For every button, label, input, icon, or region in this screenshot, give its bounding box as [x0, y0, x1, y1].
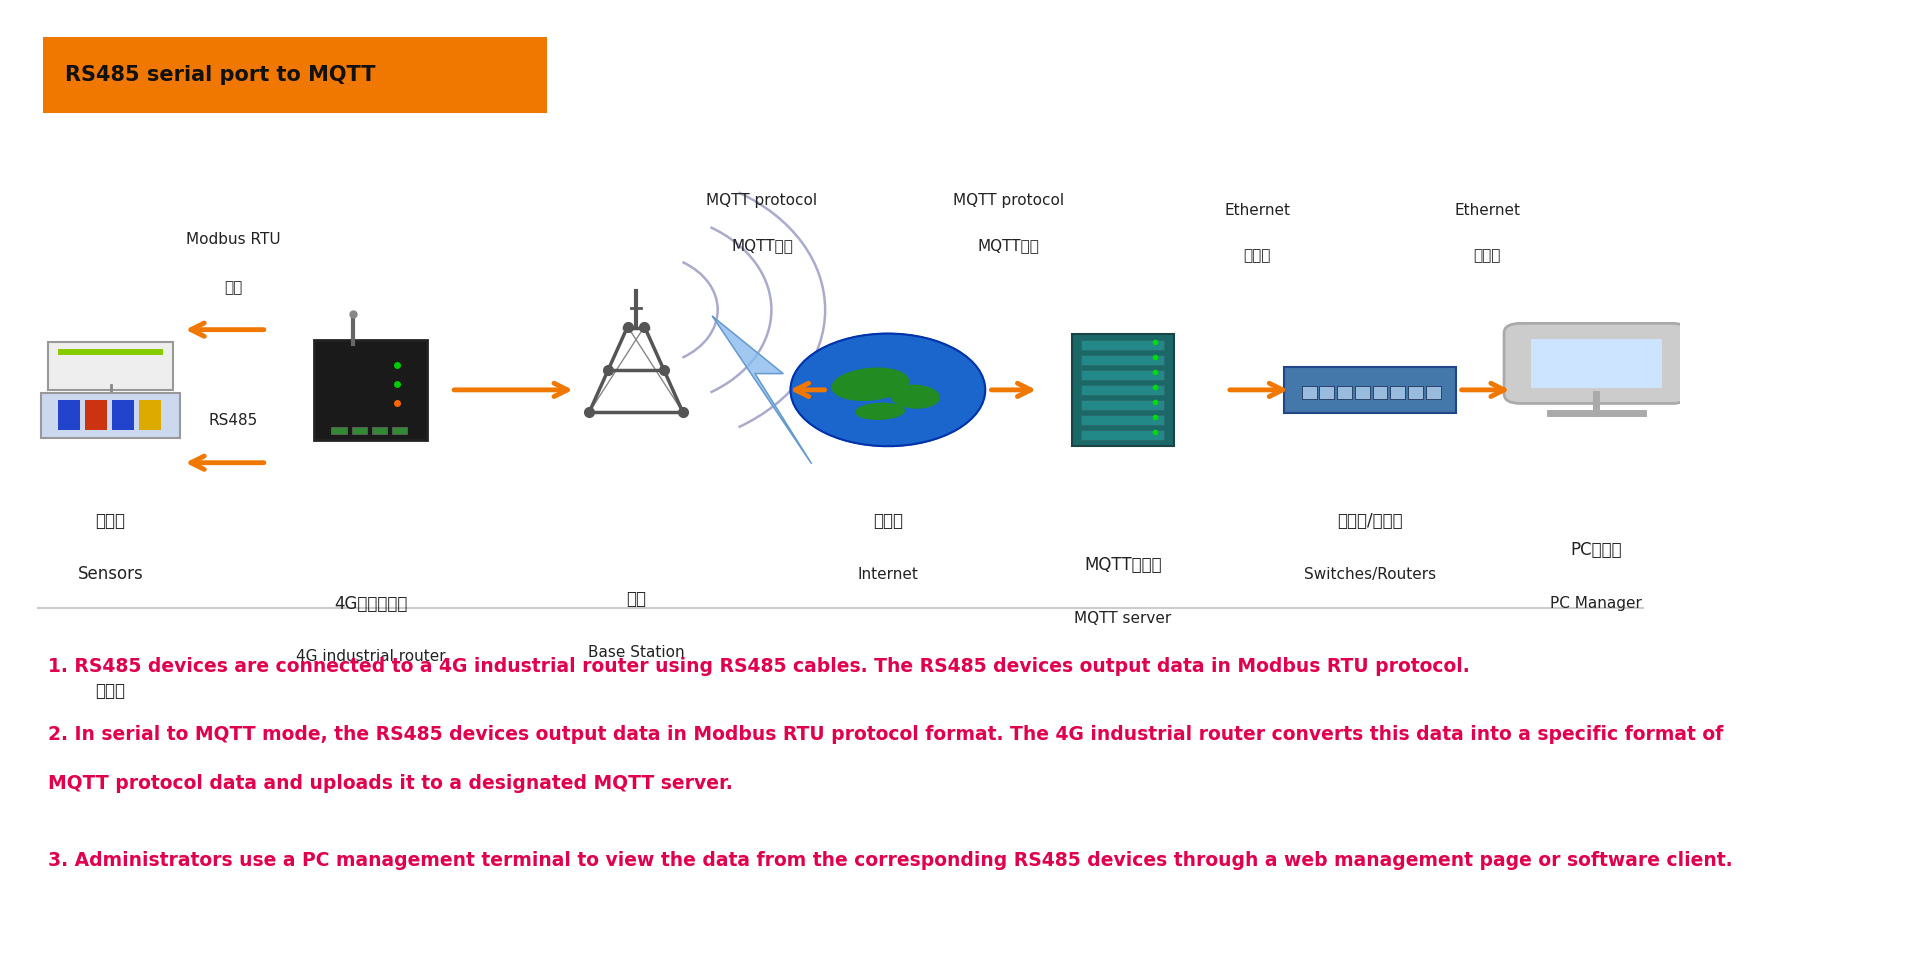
Text: 以太网: 以太网 — [1244, 248, 1271, 263]
FancyBboxPatch shape — [1390, 387, 1405, 399]
FancyBboxPatch shape — [332, 428, 348, 434]
Text: MQTT协议: MQTT协议 — [732, 239, 793, 253]
Circle shape — [791, 333, 985, 446]
FancyBboxPatch shape — [44, 37, 547, 113]
Text: Ethernet: Ethernet — [1225, 203, 1290, 218]
Text: 控制器: 控制器 — [96, 682, 125, 700]
FancyBboxPatch shape — [1081, 415, 1164, 425]
FancyBboxPatch shape — [1356, 387, 1369, 399]
Text: 4G industrial router: 4G industrial router — [296, 650, 445, 664]
Text: 以太网: 以太网 — [1473, 248, 1501, 263]
Text: 1. RS485 devices are connected to a 4G industrial router using RS485 cables. The: 1. RS485 devices are connected to a 4G i… — [48, 657, 1471, 676]
Text: 协议: 协议 — [225, 281, 242, 295]
FancyBboxPatch shape — [372, 428, 388, 434]
Text: Base Station: Base Station — [588, 645, 684, 659]
FancyBboxPatch shape — [392, 428, 407, 434]
FancyBboxPatch shape — [140, 400, 161, 431]
FancyBboxPatch shape — [1081, 340, 1164, 350]
Text: MQTT protocol data and uploads it to a designated MQTT server.: MQTT protocol data and uploads it to a d… — [48, 773, 733, 793]
Text: RS485 serial port to MQTT: RS485 serial port to MQTT — [65, 65, 376, 85]
Text: 4G工业路由器: 4G工业路由器 — [334, 594, 407, 613]
FancyBboxPatch shape — [1081, 430, 1164, 439]
Text: Modbus RTU: Modbus RTU — [186, 232, 280, 246]
FancyBboxPatch shape — [1503, 323, 1690, 403]
FancyBboxPatch shape — [1081, 370, 1164, 380]
FancyBboxPatch shape — [1284, 367, 1455, 413]
Text: MQTT protocol: MQTT protocol — [952, 193, 1064, 208]
FancyBboxPatch shape — [1302, 387, 1317, 399]
Text: Ethernet: Ethernet — [1453, 203, 1521, 218]
Text: MQTT server: MQTT server — [1075, 611, 1171, 625]
Text: Sensors: Sensors — [77, 566, 144, 583]
Text: Internet: Internet — [858, 567, 918, 581]
Text: MQTT协议: MQTT协议 — [977, 239, 1041, 253]
Text: MQTT服务器: MQTT服务器 — [1085, 556, 1162, 574]
Text: 基站: 基站 — [626, 589, 645, 608]
Text: PC管理端: PC管理端 — [1571, 542, 1622, 559]
Text: MQTT protocol: MQTT protocol — [707, 193, 818, 208]
Polygon shape — [712, 317, 812, 464]
Text: 2. In serial to MQTT mode, the RS485 devices output data in Modbus RTU protocol : 2. In serial to MQTT mode, the RS485 dev… — [48, 726, 1724, 744]
FancyBboxPatch shape — [58, 350, 163, 355]
Text: Switches/Routers: Switches/Routers — [1304, 567, 1436, 581]
FancyBboxPatch shape — [315, 340, 426, 440]
FancyBboxPatch shape — [1407, 387, 1423, 399]
Ellipse shape — [831, 368, 908, 400]
FancyBboxPatch shape — [111, 400, 134, 431]
FancyBboxPatch shape — [1071, 334, 1173, 446]
FancyBboxPatch shape — [1373, 387, 1388, 399]
Text: 传感器: 传感器 — [96, 512, 125, 530]
FancyBboxPatch shape — [84, 400, 108, 431]
FancyBboxPatch shape — [58, 400, 81, 431]
FancyBboxPatch shape — [48, 342, 173, 390]
Text: 交换机/路由器: 交换机/路由器 — [1336, 512, 1402, 530]
FancyBboxPatch shape — [1530, 339, 1663, 388]
FancyBboxPatch shape — [1081, 385, 1164, 394]
Text: RS485: RS485 — [209, 413, 257, 429]
FancyBboxPatch shape — [1081, 400, 1164, 410]
Text: 3. Administrators use a PC management terminal to view the data from the corresp: 3. Administrators use a PC management te… — [48, 851, 1734, 871]
FancyBboxPatch shape — [40, 393, 180, 437]
Ellipse shape — [891, 386, 939, 408]
Text: 因特网: 因特网 — [874, 512, 902, 530]
FancyBboxPatch shape — [1427, 387, 1440, 399]
FancyBboxPatch shape — [1336, 387, 1352, 399]
Ellipse shape — [856, 403, 904, 419]
FancyBboxPatch shape — [1081, 356, 1164, 365]
Text: PC Manager: PC Manager — [1551, 596, 1642, 611]
FancyBboxPatch shape — [351, 428, 367, 434]
FancyBboxPatch shape — [1319, 387, 1334, 399]
